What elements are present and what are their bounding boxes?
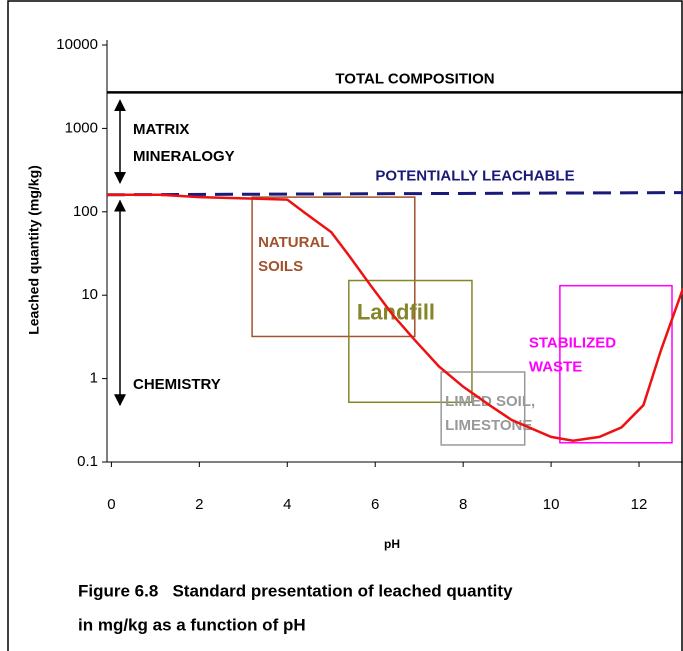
series-label: POTENTIALLY LEACHABLE (375, 168, 574, 185)
x-tick-label: 12 (631, 496, 648, 513)
x-tick-label: 8 (459, 496, 467, 513)
region-label: Landfill (357, 299, 435, 324)
region-box (348, 279, 473, 404)
frame (7, 0, 683, 651)
x-tick-label: 2 (195, 496, 203, 513)
y-axis-label: Leached quantity (mg/kg) (26, 165, 42, 335)
region-box (559, 284, 673, 444)
x-axis-label: pH (384, 537, 400, 551)
x-tick-label: 0 (107, 496, 115, 513)
region-label: LIMED SOIL, (445, 393, 535, 410)
y-tick-label: 0.1 (77, 453, 98, 470)
region-label: NATURAL (258, 234, 329, 251)
region-label: SOILS (258, 258, 303, 275)
region-label: STABILIZED (529, 335, 616, 352)
annotation: CHEMISTRY (133, 376, 221, 393)
x-tick-label: 4 (283, 496, 291, 513)
y-tick-label: 1 (90, 370, 98, 387)
annotation: MINERALOGY (133, 148, 235, 165)
x-tick-label: 10 (543, 496, 560, 513)
annotation: MATRIX (133, 121, 189, 138)
series-label: TOTAL COMPOSITION (335, 70, 494, 87)
y-tick-label: 10000 (56, 36, 98, 53)
region-label: WASTE (529, 359, 582, 376)
region-label: LIMESTONE (445, 417, 532, 434)
region-box (440, 371, 526, 446)
series-line (106, 191, 683, 197)
y-tick-label: 10 (81, 286, 98, 303)
series-line (107, 193, 683, 442)
caption: Figure 6.8 Standard presentation of leac… (78, 581, 513, 600)
region-box (251, 196, 416, 338)
x-tick-label: 6 (371, 496, 379, 513)
caption: in mg/kg as a function of pH (78, 615, 306, 634)
y-tick-label: 1000 (65, 119, 98, 136)
y-tick-label: 100 (73, 203, 98, 220)
